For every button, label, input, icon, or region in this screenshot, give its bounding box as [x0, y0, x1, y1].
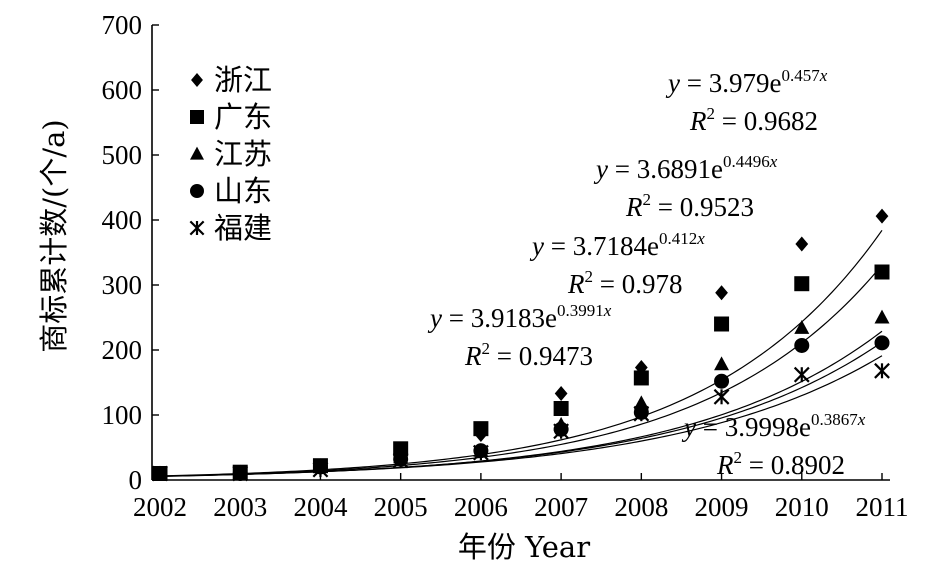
y-tick-label: 200 — [102, 335, 143, 365]
fit-equation: y = 3.9998e0.3867x — [681, 410, 866, 442]
y-tick-label: 400 — [102, 205, 143, 235]
x-ticks: 2002 2003 2004 2005 2006 2007 2008 2009 2010 2011 — [133, 473, 909, 522]
x-tick-label: 2009 — [695, 492, 749, 522]
y-tick-label: 0 — [129, 465, 143, 495]
data-point-asterisk — [312, 461, 329, 478]
x-tick-label: 2002 — [133, 492, 187, 522]
x-tick-label: 2005 — [374, 492, 428, 522]
data-point-triangle — [874, 309, 890, 324]
data-points — [152, 208, 890, 482]
data-point-triangle — [794, 320, 810, 334]
y-tick-label: 600 — [102, 75, 143, 105]
data-point-triangle — [633, 395, 649, 410]
fit-r-squared: R2 = 0.9682 — [689, 104, 818, 136]
y-ticks: 0 100 200 300 400 500 600 700 — [102, 10, 159, 495]
fit-r-squared: R2 = 0.9523 — [625, 190, 754, 222]
legend-label: 福建 — [214, 211, 272, 245]
data-point-square — [393, 441, 409, 457]
data-point-diamond — [795, 236, 809, 252]
legend-marker — [190, 110, 204, 124]
fit-r-squared: R2 = 0.8902 — [716, 448, 845, 480]
y-axis-title: 商标累计数/(个/a) — [37, 119, 71, 352]
y-tick-label: 700 — [102, 10, 143, 40]
legend-label: 山东 — [214, 174, 272, 208]
x-tick-label: 2010 — [775, 492, 829, 522]
data-point-square — [553, 401, 569, 416]
x-tick-label: 2007 — [534, 492, 588, 522]
data-point-triangle — [714, 356, 730, 371]
fit-equation: y = 3.979e0.457x — [665, 66, 828, 98]
data-point-diamond — [715, 285, 728, 301]
data-point-asterisk — [633, 405, 650, 422]
data-point-square — [874, 264, 890, 280]
data-point-asterisk — [472, 444, 489, 461]
legend-label: 广东 — [214, 100, 272, 134]
data-point-circle — [794, 337, 810, 353]
data-point-asterisk — [152, 465, 168, 482]
x-tick-label: 2008 — [614, 492, 668, 522]
data-point-circle — [874, 335, 890, 351]
legend-label: 浙江 — [214, 63, 272, 97]
fit-equations: y = 3.979e0.457x R2 = 0.9682 y = 3.6891e0.… — [427, 66, 866, 480]
legend-marker — [191, 73, 203, 87]
legend-marker — [190, 146, 204, 160]
fit-equation: y = 3.7184e0.412x — [529, 229, 705, 261]
x-tick-label: 2003 — [213, 492, 267, 522]
data-point-square — [633, 370, 649, 386]
fit-equation: y = 3.9183e0.3991x — [427, 301, 612, 333]
data-point-diamond — [875, 208, 889, 224]
fit-equation: y = 3.6891e0.4496x — [593, 152, 778, 184]
y-tick-label: 300 — [102, 270, 143, 300]
y-tick-label: 500 — [102, 140, 143, 170]
data-point-square — [794, 276, 810, 292]
x-axis-title: 年份 Year — [458, 530, 590, 564]
data-point-asterisk — [232, 465, 249, 482]
legend-marker — [190, 184, 204, 198]
data-point-asterisk — [553, 423, 570, 440]
data-point-asterisk — [713, 388, 730, 405]
data-point-diamond — [554, 386, 568, 402]
legend-marker — [189, 220, 205, 236]
x-tick-label: 2011 — [856, 492, 909, 522]
trend-curve — [159, 229, 883, 477]
fit-r-squared: R2 = 0.9473 — [464, 339, 593, 371]
data-point-square — [714, 316, 730, 332]
data-point-asterisk — [793, 366, 810, 383]
fit-r-squared: R2 = 0.978 — [567, 267, 682, 299]
data-point-asterisk — [874, 362, 890, 379]
legend-label: 江苏 — [214, 137, 272, 171]
data-point-square — [473, 421, 489, 437]
x-tick-label: 2004 — [293, 492, 348, 522]
y-tick-label: 100 — [102, 400, 143, 430]
trend-curves — [159, 229, 883, 477]
trend-curve — [159, 355, 883, 477]
x-tick-label: 2006 — [454, 492, 508, 522]
data-point-circle — [714, 373, 730, 389]
data-point-asterisk — [392, 452, 409, 469]
axes — [151, 25, 890, 481]
